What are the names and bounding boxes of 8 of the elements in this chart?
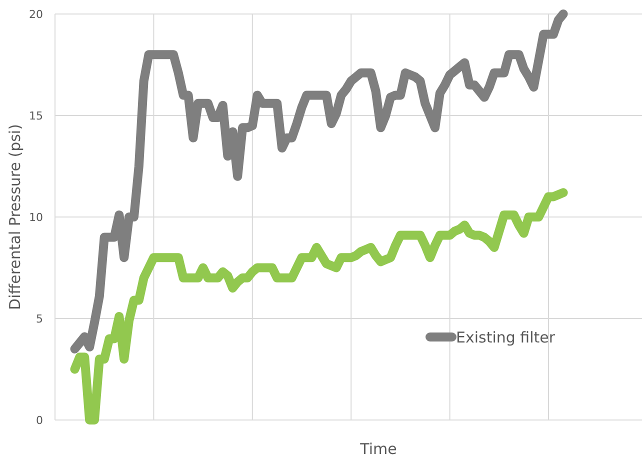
y-tick-label: 5 <box>36 312 43 326</box>
y-tick-label: 10 <box>29 210 43 224</box>
y-tick-label: 0 <box>36 414 43 427</box>
y-tick-label: 20 <box>29 8 43 21</box>
x-axis-title: Time <box>359 440 397 458</box>
y-tick-label: 15 <box>29 109 43 122</box>
y-axis-title: Differental Pressure (psi) <box>6 124 24 310</box>
legend-label: Existing filter <box>456 328 556 346</box>
